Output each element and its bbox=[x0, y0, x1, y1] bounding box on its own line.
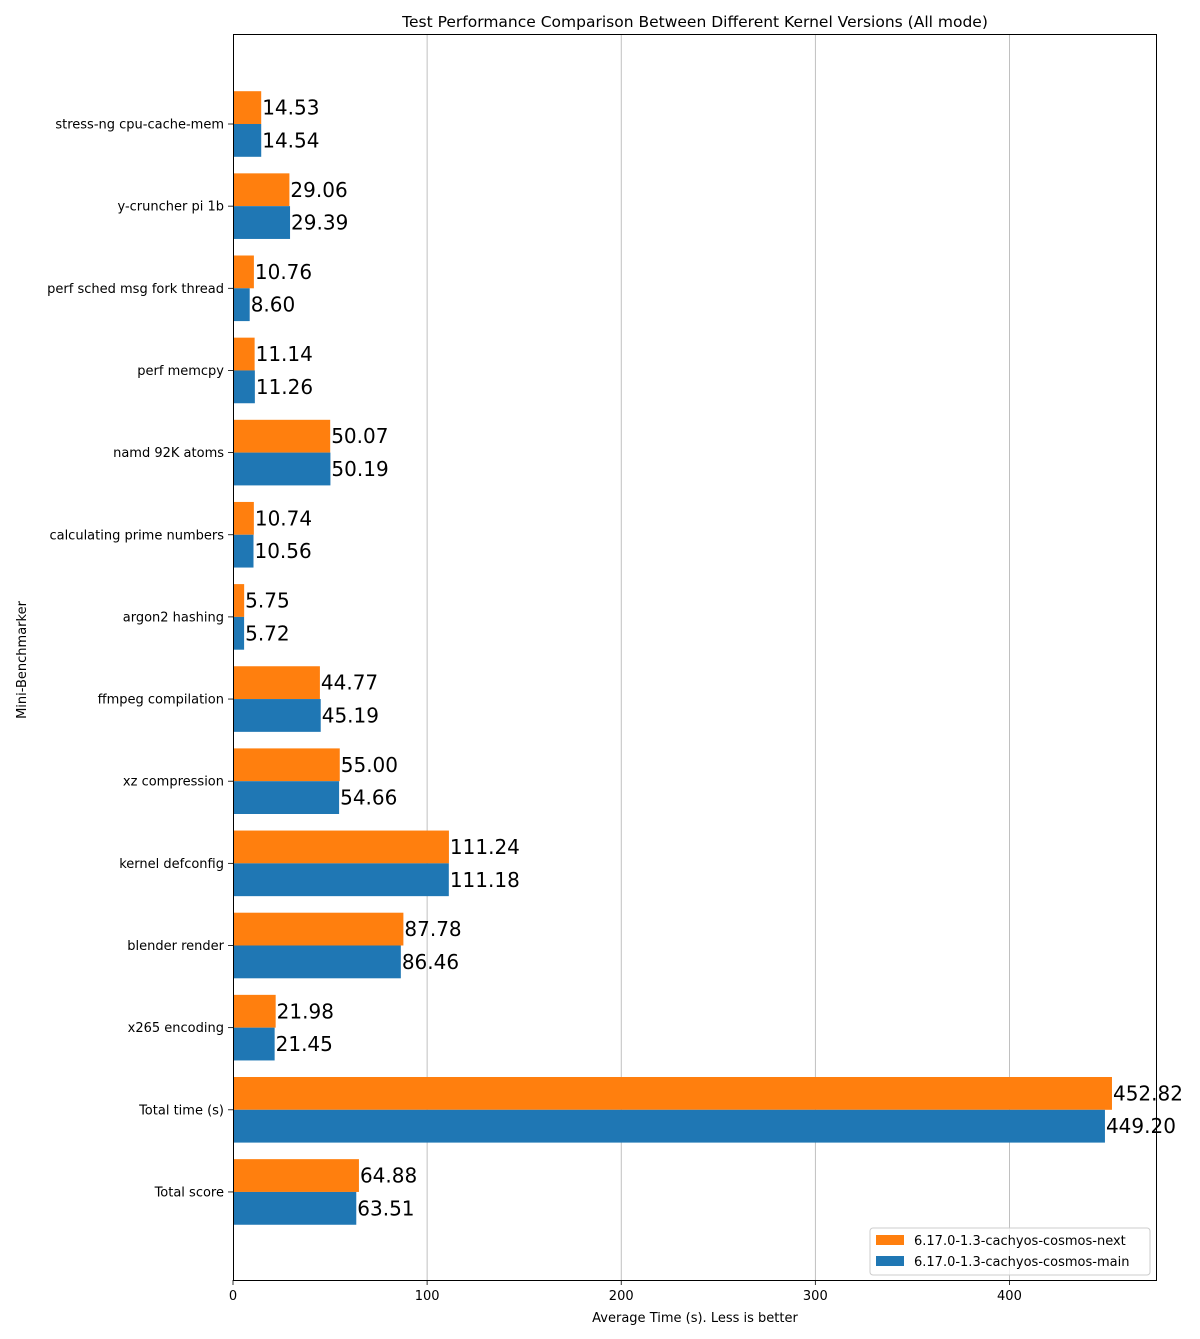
bar-next bbox=[233, 748, 340, 782]
value-label-next: 14.53 bbox=[262, 96, 319, 120]
bar-main bbox=[233, 945, 401, 979]
value-label-next: 29.06 bbox=[290, 178, 347, 202]
value-label-main: 21.45 bbox=[276, 1032, 333, 1056]
bar-main bbox=[233, 1191, 357, 1225]
x-tick-label: 100 bbox=[415, 1289, 440, 1304]
bar-next bbox=[233, 666, 320, 700]
value-label-next: 50.07 bbox=[331, 424, 388, 448]
y-tick-label: x265 encoding bbox=[128, 1021, 224, 1036]
value-label-main: 8.60 bbox=[251, 293, 296, 317]
y-axis-title: Mini-Benchmarker bbox=[15, 600, 30, 718]
x-tick-label: 200 bbox=[609, 1289, 634, 1304]
bar-main bbox=[233, 452, 331, 486]
y-tick-label: ffmpeg compilation bbox=[98, 693, 224, 708]
y-tick-label: xz compression bbox=[123, 775, 224, 790]
value-label-next: 10.74 bbox=[255, 506, 312, 530]
legend: 6.17.0-1.3-cachyos-cosmos-next 6.17.0-1.… bbox=[869, 1227, 1151, 1276]
bar-main bbox=[233, 699, 321, 732]
legend-swatch-main bbox=[876, 1256, 904, 1266]
bar-next bbox=[233, 419, 331, 453]
chart-title: Test Performance Comparison Between Diff… bbox=[401, 13, 988, 31]
value-label-main: 63.51 bbox=[357, 1196, 414, 1220]
y-tick-label: calculating prime numbers bbox=[49, 528, 224, 543]
value-label-main: 50.19 bbox=[331, 457, 388, 481]
bar-next bbox=[233, 1159, 359, 1192]
value-label-next: 10.76 bbox=[255, 260, 312, 284]
bar-main bbox=[233, 781, 340, 814]
value-label-next: 55.00 bbox=[341, 753, 398, 777]
legend-label-next: 6.17.0-1.3-cachyos-cosmos-next bbox=[914, 1234, 1126, 1249]
value-label-next: 64.88 bbox=[360, 1164, 417, 1188]
x-tick-label: 300 bbox=[803, 1289, 828, 1304]
bar-main bbox=[233, 288, 250, 322]
plot-frame bbox=[233, 34, 1157, 1281]
value-label-main: 11.26 bbox=[256, 375, 313, 399]
bar-next bbox=[233, 91, 262, 124]
legend-frame bbox=[869, 1227, 1151, 1276]
bar-main bbox=[233, 124, 262, 157]
grid-layer bbox=[426, 34, 1010, 1280]
y-tick-label: Total score bbox=[154, 1185, 224, 1200]
bar-main bbox=[233, 370, 255, 404]
value-label-main: 86.46 bbox=[402, 950, 459, 974]
y-tick-label: blender render bbox=[127, 939, 224, 954]
value-label-next: 11.14 bbox=[256, 342, 313, 366]
bar-next bbox=[233, 337, 255, 371]
y-tick-label: perf sched msg fork thread bbox=[47, 282, 224, 297]
value-label-next: 111.24 bbox=[450, 835, 520, 859]
y-tick-label: y-cruncher pi 1b bbox=[117, 200, 224, 215]
value-label-next: 21.98 bbox=[277, 999, 334, 1023]
y-tick-label: argon2 hashing bbox=[123, 610, 224, 625]
y-tick-label: perf memcpy bbox=[137, 364, 224, 379]
value-label-main: 14.54 bbox=[262, 128, 319, 152]
legend-swatch-next bbox=[876, 1235, 904, 1245]
y-tick-label: namd 92K atoms bbox=[113, 446, 224, 461]
bar-main bbox=[233, 1027, 275, 1061]
labels-layer: 14.53 14.54 29.06 29.39 10.76 8.60 11.14 11.26 5… bbox=[245, 96, 1183, 1221]
bar-main bbox=[233, 206, 291, 239]
value-label-main: 54.66 bbox=[340, 786, 397, 810]
bar-next bbox=[233, 255, 254, 289]
bar-next bbox=[233, 501, 254, 535]
value-label-main: 45.19 bbox=[322, 703, 379, 727]
y-tick-label: Total time (s) bbox=[138, 1103, 224, 1118]
bar-main bbox=[233, 1109, 1105, 1143]
value-label-main: 5.72 bbox=[245, 621, 290, 645]
bar-next bbox=[233, 1077, 1112, 1110]
y-tick-label: stress-ng cpu-cache-mem bbox=[55, 118, 224, 133]
bar-main bbox=[233, 534, 254, 568]
bar-next bbox=[233, 994, 276, 1028]
bar-main bbox=[233, 863, 449, 897]
bar-next bbox=[233, 173, 290, 207]
value-label-next: 5.75 bbox=[245, 589, 290, 613]
value-label-next: 87.78 bbox=[404, 917, 461, 941]
bar-next bbox=[233, 584, 245, 617]
axis-layer: 0 100 200 300 400 stress-ng cpu-cache-mem y-cr… bbox=[47, 118, 1022, 1305]
value-label-main: 111.18 bbox=[450, 868, 520, 892]
bars-layer bbox=[233, 91, 1112, 1225]
legend-label-main: 6.17.0-1.3-cachyos-cosmos-main bbox=[914, 1255, 1129, 1270]
y-tick-label: kernel defconfig bbox=[119, 857, 224, 872]
value-label-main: 10.56 bbox=[254, 539, 311, 563]
bar-next bbox=[233, 912, 404, 946]
value-label-main: 449.20 bbox=[1106, 1114, 1176, 1138]
value-label-next: 44.77 bbox=[321, 671, 378, 695]
value-label-next: 452.82 bbox=[1113, 1081, 1183, 1105]
x-tick-label: 0 bbox=[229, 1289, 237, 1304]
value-label-main: 29.39 bbox=[291, 211, 348, 235]
x-tick-label: 400 bbox=[997, 1289, 1022, 1304]
bar-main bbox=[233, 616, 245, 650]
x-axis-title: Average Time (s). Less is better bbox=[592, 1311, 798, 1326]
bar-next bbox=[233, 830, 449, 864]
